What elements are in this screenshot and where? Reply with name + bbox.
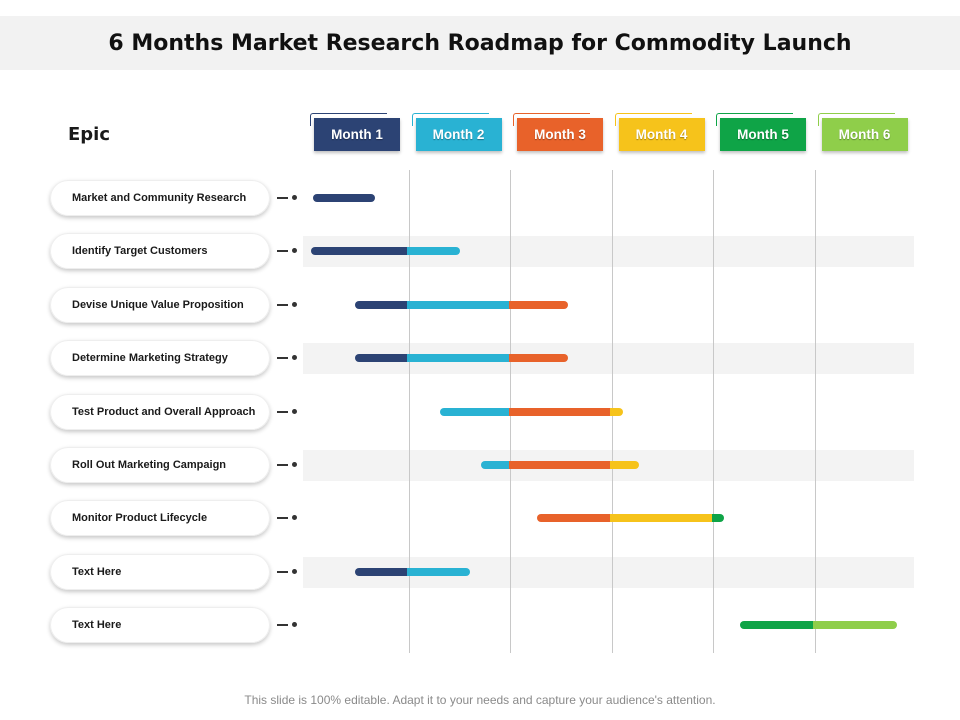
month-tab-4: Month 4 (614, 113, 705, 151)
gantt-bar-segment-month-2 (407, 301, 509, 309)
month-tab-bracket (716, 113, 793, 126)
month-label: Month 5 (720, 118, 806, 151)
gantt-bar-segment-month-1 (313, 194, 375, 202)
epic-connector (277, 195, 299, 201)
connector-dot (292, 302, 297, 307)
connector-dash (277, 357, 288, 359)
connector-dash (277, 464, 288, 466)
epic-connector (277, 515, 299, 521)
connector-dot (292, 409, 297, 414)
gantt-bar-segment-month-1 (354, 354, 408, 362)
month-label: Month 4 (618, 118, 705, 151)
month-tab-5: Month 5 (716, 113, 806, 151)
gantt-bar-segment-month-3 (508, 354, 568, 362)
epic-label: Text Here (50, 607, 270, 643)
month-label: Month 2 (415, 118, 502, 151)
epic-connector (277, 248, 299, 254)
epic-connector (277, 569, 299, 575)
epic-connector (277, 462, 299, 468)
month-tab-6: Month 6 (817, 113, 908, 151)
gantt-bar-segment-month-1 (311, 247, 408, 255)
epic-label: Devise Unique Value Proposition (50, 287, 270, 323)
connector-dot (292, 462, 297, 467)
gantt-bar-segment-month-5 (711, 514, 725, 522)
gantt-bar-segment-month-2 (407, 568, 471, 576)
month-tab-bracket (817, 113, 895, 126)
month-boundary-line (713, 170, 714, 653)
gantt-bar-segment-month-6 (813, 621, 897, 629)
connector-dot (292, 622, 297, 627)
gantt-bar-segment-month-2 (480, 461, 509, 469)
epic-connector (277, 302, 299, 308)
month-label: Month 3 (517, 118, 603, 151)
gantt-bar (313, 194, 375, 202)
month-label: Month 6 (821, 118, 908, 151)
gantt-bar-segment-month-4 (610, 408, 623, 416)
epic-label: Roll Out Marketing Campaign (50, 447, 270, 483)
connector-dot (292, 355, 297, 360)
gantt-bar (480, 461, 639, 469)
page-title: 6 Months Market Research Roadmap for Com… (108, 30, 852, 56)
connector-dash (277, 250, 288, 252)
gantt-bar-segment-month-3 (508, 461, 611, 469)
gantt-bar-segment-month-1 (354, 301, 408, 309)
gantt-bar-segment-month-3 (537, 514, 611, 522)
epic-label: Market and Community Research (50, 180, 270, 216)
epic-connector (277, 622, 299, 628)
epic-connector (277, 409, 299, 415)
connector-dash (277, 197, 288, 199)
month-boundary-line (409, 170, 410, 653)
gantt-bar-segment-month-2 (407, 354, 509, 362)
epic-label: Monitor Product Lifecycle (50, 500, 270, 536)
month-boundary-line (815, 170, 816, 653)
gantt-bar-segment-month-4 (610, 514, 712, 522)
month-tab-2: Month 2 (411, 113, 502, 151)
gantt-bar-segment-month-5 (740, 621, 814, 629)
connector-dash (277, 304, 288, 306)
connector-dot (292, 195, 297, 200)
month-tab-bracket (614, 113, 692, 126)
gantt-bar (354, 301, 568, 309)
connector-dash (277, 411, 288, 413)
epic-label: Test Product and Overall Approach (50, 394, 270, 430)
gantt-bar-segment-month-1 (354, 568, 408, 576)
connector-dot (292, 569, 297, 574)
month-tab-1: Month 1 (310, 113, 400, 151)
epic-label: Text Here (50, 554, 270, 590)
month-tab-3: Month 3 (513, 113, 603, 151)
epic-connector (277, 355, 299, 361)
gantt-bar (354, 568, 471, 576)
connector-dash (277, 624, 288, 626)
gantt-bar-segment-month-3 (508, 408, 611, 416)
footer-note: This slide is 100% editable. Adapt it to… (244, 693, 716, 707)
month-tab-bracket (310, 113, 387, 126)
gantt-bar (740, 621, 897, 629)
month-tab-bracket (513, 113, 590, 126)
title-bar: 6 Months Market Research Roadmap for Com… (0, 16, 960, 70)
connector-dot (292, 515, 297, 520)
gantt-bar (311, 247, 461, 255)
gantt-bar (354, 354, 568, 362)
epic-label: Identify Target Customers (50, 233, 270, 269)
gantt-bar (537, 514, 725, 522)
connector-dash (277, 571, 288, 573)
month-label: Month 1 (314, 118, 400, 151)
gantt-bar-segment-month-2 (407, 247, 461, 255)
gantt-bar-segment-month-4 (610, 461, 639, 469)
gantt-bar (439, 408, 623, 416)
gantt-bar-segment-month-3 (508, 301, 568, 309)
epic-column-heading: Epic (68, 124, 111, 145)
gantt-bar-segment-month-2 (439, 408, 509, 416)
connector-dot (292, 248, 297, 253)
epic-label: Determine Marketing Strategy (50, 340, 270, 376)
connector-dash (277, 517, 288, 519)
month-tab-bracket (411, 113, 489, 126)
